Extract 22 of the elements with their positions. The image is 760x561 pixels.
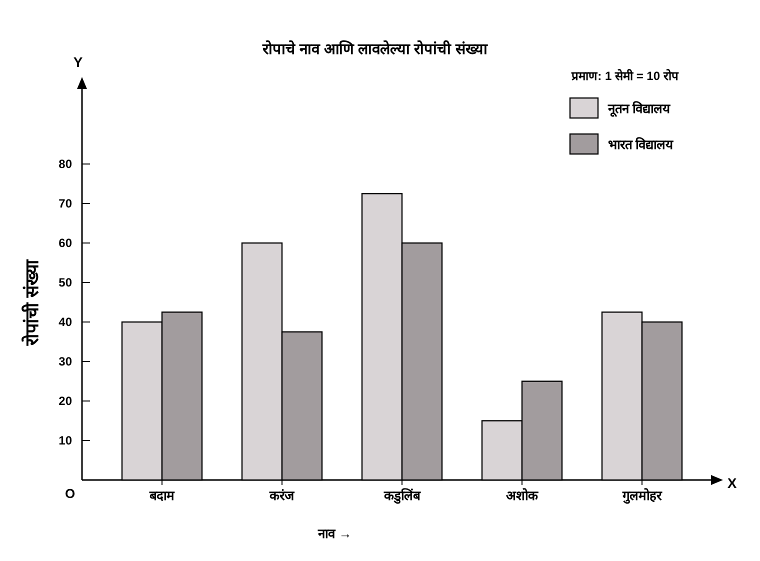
y-tick-label: 60 (58, 236, 72, 250)
x-tick-label: गुलमोहर (622, 488, 662, 504)
x-tick-label: अशोक (506, 488, 539, 503)
text: प्रमाण: 1 सेमी = 10 रोप (570, 69, 680, 83)
chart-title: रोपाचे नाव आणि लावलेल्या रोपांची संख्या (262, 40, 488, 58)
x-tick-label: कडुलिंब (383, 487, 421, 504)
x-tick-label: बदाम (148, 488, 176, 503)
x-axis-title: नाव → (317, 526, 352, 541)
y-tick-label: 70 (58, 196, 72, 210)
y-tick-label: 40 (58, 315, 72, 329)
y-axis-title: रोपांची संख्या (21, 258, 42, 347)
text: O (64, 486, 76, 501)
y-tick-label: 50 (58, 276, 72, 290)
y-tick-label: 20 (58, 394, 72, 408)
y-tick-label: 10 (58, 434, 72, 448)
y-tick-label: 80 (58, 157, 72, 171)
legend-label: नूतन विद्यालय (607, 101, 671, 117)
legend-label: भारत विद्यालय (608, 137, 674, 152)
text: X (727, 475, 738, 491)
x-tick-label: करंज (268, 488, 296, 503)
y-tick-label: 30 (58, 354, 72, 368)
text: Y (73, 54, 84, 70)
